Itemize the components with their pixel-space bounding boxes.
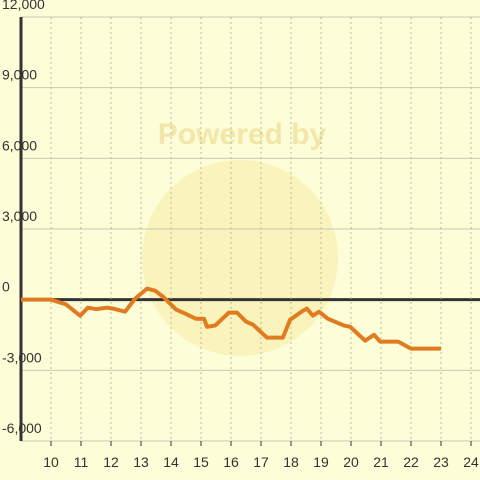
x-tick-label: 20 xyxy=(343,454,359,470)
x-tick-label: 23 xyxy=(433,454,449,470)
line xyxy=(21,286,441,351)
x-tick-label: 11 xyxy=(74,454,89,470)
x-tick-label: 18 xyxy=(283,454,299,470)
y-tick-label: 0 xyxy=(2,279,10,295)
x-tick-label: 19 xyxy=(313,454,329,470)
x-tick-label: 21 xyxy=(373,454,389,470)
x-tick-label: 10 xyxy=(43,454,59,470)
x-tick-label: 17 xyxy=(253,454,269,470)
x-tick-label: 14 xyxy=(163,454,179,470)
x-tick-label: 15 xyxy=(193,454,209,470)
y-tick-label: 12,000 xyxy=(2,0,45,12)
watermark-logo xyxy=(142,160,338,356)
x-tick-label: 12 xyxy=(103,454,119,470)
watermark: Powered by xyxy=(158,118,327,151)
x-tick-label: 13 xyxy=(133,454,149,470)
x-tick-label: 16 xyxy=(223,454,239,470)
x-tick-label: 22 xyxy=(403,454,419,470)
x-tick-label: 24 xyxy=(463,454,479,470)
